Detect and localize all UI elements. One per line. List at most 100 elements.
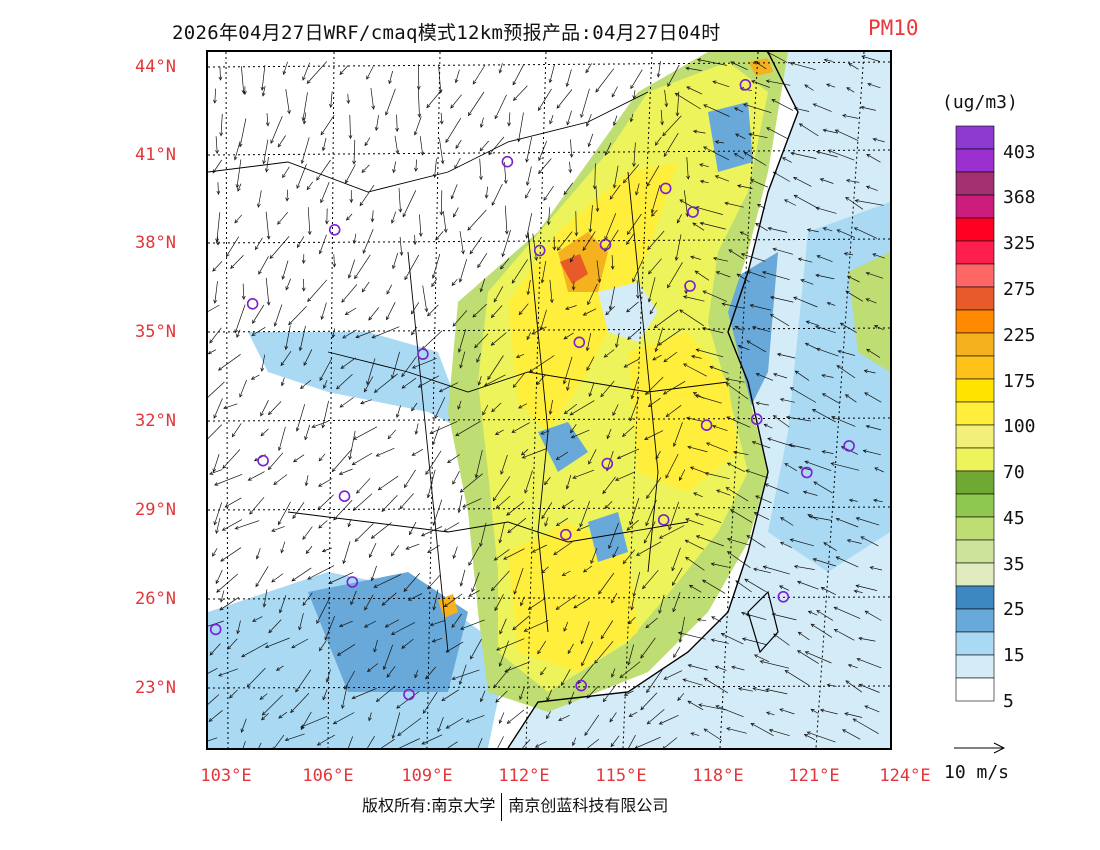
wind-arrow-head: [230, 264, 235, 269]
wind-arrow: [753, 687, 769, 692]
wind-arrow-head: [295, 427, 300, 432]
wind-arrow-head: [293, 458, 298, 463]
wind-arrow-head: [796, 650, 802, 654]
wind-arrow-head: [739, 231, 744, 236]
wind-arrow-head: [848, 498, 853, 503]
wind-arrow: [415, 159, 417, 172]
wind-arrow: [368, 712, 372, 721]
wind-arrow: [333, 712, 355, 725]
wind-arrow: [864, 705, 880, 713]
wind-arrow-head: [630, 395, 635, 400]
wind-arrow: [866, 154, 881, 163]
wind-arrow: [543, 185, 554, 201]
wind-arrow: [834, 606, 861, 619]
wind-arrow: [827, 684, 837, 687]
wind-arrow: [383, 644, 394, 670]
wind-arrow: [261, 713, 269, 721]
wind-arrow: [345, 164, 356, 184]
wind-arrow-head: [588, 228, 593, 233]
wind-arrow-head: [318, 250, 323, 255]
wind-arrow-head: [219, 132, 224, 137]
city-marker-tianjin: [687, 206, 699, 218]
wind-arrow: [628, 734, 636, 748]
wind-arrow: [856, 517, 880, 526]
wind-arrow: [683, 296, 705, 302]
wind-arrow: [734, 326, 744, 331]
wind-arrow: [600, 620, 614, 639]
wind-arrow: [580, 88, 590, 118]
lon-label-103: 103°E: [200, 766, 252, 786]
wind-arrow: [648, 277, 656, 302]
wind-arrow-head: [282, 173, 286, 179]
wind-arrow-head: [450, 195, 455, 200]
wind-arrow: [538, 140, 548, 161]
wind-arrow: [213, 398, 223, 419]
wind-arrow-head: [865, 424, 870, 429]
border-east: [627, 171, 659, 573]
wind-arrow: [794, 194, 819, 210]
wind-arrow-head: [582, 246, 587, 251]
wind-arrow: [248, 471, 265, 481]
wind-arrow-head: [782, 157, 787, 161]
wind-arrow: [816, 610, 834, 621]
wind-arrow: [549, 114, 554, 124]
wind-arrow-head: [771, 612, 776, 617]
wind-arrow: [255, 237, 263, 250]
wind-arrow-head: [316, 176, 320, 181]
wind-arrow-head: [345, 179, 349, 184]
wind-arrow: [823, 129, 839, 134]
wind-arrow-head: [445, 138, 450, 143]
wind-reference-head: [993, 742, 1006, 754]
wind-arrow: [555, 594, 577, 610]
wind-arrow-head: [628, 620, 633, 625]
wind-arrow: [748, 133, 768, 139]
wind-arrow-head: [525, 158, 529, 163]
wind-arrow-head: [215, 241, 220, 246]
wind-arrow: [405, 543, 420, 550]
pm10-forecast-map[interactable]: [206, 50, 892, 750]
wind-arrow: [766, 52, 788, 63]
wind-arrow: [716, 489, 731, 496]
wind-arrow-head: [212, 552, 216, 557]
wind-arrow: [507, 517, 527, 533]
wind-arrow: [590, 548, 598, 564]
wind-arrow: [755, 223, 768, 232]
wind-arrow-head: [861, 55, 866, 59]
wind-arrow-head: [562, 380, 567, 385]
wind-arrow-head: [704, 471, 709, 476]
wind-arrow: [526, 137, 533, 163]
wind-arrow: [421, 734, 443, 745]
wind-arrow-head: [249, 510, 254, 515]
wind-arrow: [847, 275, 860, 283]
wind-arrow-head: [477, 381, 482, 386]
wind-arrow: [856, 585, 878, 591]
wind-arrow-head: [745, 469, 750, 474]
wind-arrow: [848, 664, 858, 669]
wind-arrow-head: [663, 152, 668, 157]
map-title: 2026年04月27日WRF/cmaq模式12km预报产品:04月27日04时: [172, 22, 721, 44]
wind-arrow-head: [770, 295, 775, 300]
wind-arrow-head: [285, 197, 290, 202]
wind-arrow: [364, 620, 377, 628]
wind-arrow-head: [712, 256, 718, 261]
wind-arrow-head: [640, 654, 645, 659]
wind-arrow-head: [234, 219, 239, 224]
wind-arrow: [399, 493, 414, 509]
wind-arrow: [816, 348, 839, 357]
wind-arrow: [836, 365, 856, 379]
wind-arrow: [727, 551, 751, 569]
wind-arrow-head: [368, 553, 373, 558]
wind-arrow: [725, 378, 745, 383]
wind-arrow-head: [213, 299, 217, 304]
wind-arrow-head: [648, 270, 652, 275]
wind-arrow-head: [523, 628, 528, 632]
wind-arrow: [412, 448, 424, 456]
wind-arrow-head: [396, 704, 401, 709]
wind-arrow: [222, 519, 243, 531]
wind-arrow-head: [721, 302, 726, 307]
wind-arrow: [812, 409, 836, 423]
wind-arrow: [558, 714, 570, 721]
wind-arrow: [754, 61, 767, 70]
wind-arrow-head: [714, 175, 720, 179]
wind-arrow-head: [793, 106, 798, 111]
